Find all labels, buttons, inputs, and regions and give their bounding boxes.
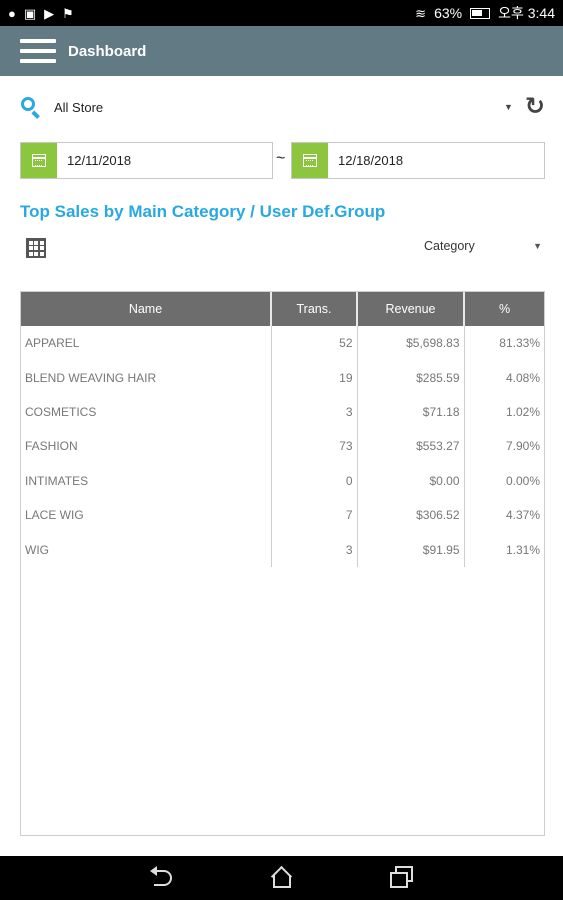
page-title: Dashboard — [68, 42, 147, 60]
cell-percent: 0.00% — [505, 473, 540, 488]
table-row[interactable]: INTIMATES 0 $0.00 0.00% — [21, 463, 544, 498]
back-icon[interactable] — [149, 866, 177, 890]
end-date-calendar-button[interactable] — [292, 143, 328, 178]
app-bar: Dashboard — [0, 26, 563, 76]
system-status: ≋ 63% 오후 3:44 — [415, 3, 555, 23]
start-date-value[interactable]: 12/11/2018 — [67, 153, 132, 168]
group-by-select[interactable]: Category ▼ — [424, 239, 542, 253]
flag-icon: ⚑ — [62, 5, 74, 21]
table-row[interactable]: FASHION 73 $553.27 7.90% — [21, 429, 544, 464]
start-date-field[interactable]: 12/11/2018 — [20, 142, 273, 179]
group-by-value[interactable]: Category — [424, 239, 475, 253]
recent-apps-icon[interactable] — [389, 866, 415, 890]
date-range: 12/11/2018 ~ 12/18/2018 — [20, 142, 545, 179]
status-bar: ● ▣ ▶ ⚑ ≋ 63% 오후 3:44 — [0, 0, 563, 26]
cell-trans: 3 — [271, 394, 358, 430]
cell-name: LACE WIG — [21, 497, 272, 533]
column-header-name[interactable]: Name — [21, 292, 272, 326]
cell-percent: 4.37% — [505, 508, 540, 523]
app-notification-icon: ● — [8, 5, 16, 21]
cell-name: WIG — [21, 532, 272, 567]
cell-trans: 19 — [271, 360, 358, 395]
start-date-calendar-button[interactable] — [21, 143, 57, 178]
end-date-value[interactable]: 12/18/2018 — [338, 153, 404, 168]
cell-percent: 1.02% — [505, 404, 540, 419]
grid-view-icon[interactable] — [26, 238, 46, 258]
table-row[interactable]: LACE WIG 7 $306.52 4.37% — [21, 497, 544, 533]
cell-revenue: $5,698.83 — [357, 326, 465, 361]
cell-revenue: $306.52 — [357, 497, 465, 533]
cell-revenue: $0.00 — [357, 463, 465, 498]
cell-trans: 7 — [271, 497, 358, 533]
cell-percent: 81.33% — [499, 336, 540, 351]
table-row[interactable]: APPAREL 52 $5,698.83 81.33% — [21, 326, 544, 361]
cell-revenue: $553.27 — [357, 429, 465, 464]
cell-name: FASHION — [21, 429, 272, 464]
calendar-icon — [32, 154, 46, 167]
column-header-revenue[interactable]: Revenue — [357, 292, 465, 326]
dropdown-caret-icon[interactable]: ▼ — [503, 102, 513, 112]
store-value[interactable]: All Store — [54, 99, 104, 115]
date-separator: ~ — [276, 150, 286, 167]
cell-trans: 3 — [271, 532, 358, 567]
column-header-percent[interactable]: % — [464, 292, 544, 326]
table-header-row: Name Trans. Revenue % — [21, 292, 544, 326]
system-nav-bar — [0, 856, 563, 900]
battery-percent: 63% — [434, 5, 463, 21]
column-header-trans[interactable]: Trans. — [271, 292, 358, 326]
wifi-icon: ≋ — [415, 5, 427, 21]
cell-revenue: $71.18 — [357, 394, 465, 430]
cell-revenue: $91.95 — [357, 532, 465, 567]
table-row[interactable]: WIG 3 $91.95 1.31% — [21, 532, 544, 567]
cell-trans: 73 — [271, 429, 358, 464]
cell-trans: 52 — [271, 326, 358, 361]
store-selector[interactable]: All Store ▼ ↻ — [20, 94, 545, 120]
play-store-icon: ▶ — [44, 5, 55, 21]
cell-percent: 7.90% — [505, 439, 540, 454]
end-date-field[interactable]: 12/18/2018 — [291, 142, 545, 179]
table-row[interactable]: BLEND WEAVING HAIR 19 $285.59 4.08% — [21, 360, 544, 395]
image-notification-icon: ▣ — [23, 5, 37, 21]
home-icon[interactable] — [269, 865, 295, 889]
cell-percent: 1.31% — [505, 542, 540, 557]
clock: 오후 3:44 — [498, 5, 555, 21]
refresh-icon[interactable]: ↻ — [524, 93, 545, 120]
report-title: Top Sales by Main Category / User Def.Gr… — [20, 202, 386, 221]
cell-name: COSMETICS — [21, 394, 272, 430]
table-row[interactable]: COSMETICS 3 $71.18 1.02% — [21, 394, 544, 430]
cell-name: INTIMATES — [21, 463, 272, 498]
chevron-down-icon[interactable]: ▼ — [533, 241, 542, 251]
cell-name: APPAREL — [21, 326, 272, 361]
notification-icons: ● ▣ ▶ ⚑ — [8, 7, 74, 20]
main-content: All Store ▼ ↻ 12/11/2018 ~ 12/18/2018 To… — [0, 76, 563, 856]
sales-table: Name Trans. Revenue % APPAREL 52 $5,698.… — [20, 291, 545, 836]
search-icon[interactable] — [20, 96, 42, 119]
cell-revenue: $285.59 — [357, 360, 465, 395]
report-toolbar: Category ▼ — [20, 236, 545, 260]
calendar-icon — [303, 154, 317, 167]
menu-icon[interactable] — [20, 38, 56, 64]
cell-trans: 0 — [271, 463, 358, 498]
cell-name: BLEND WEAVING HAIR — [21, 360, 272, 395]
battery-icon — [470, 7, 491, 19]
cell-percent: 4.08% — [505, 370, 540, 385]
